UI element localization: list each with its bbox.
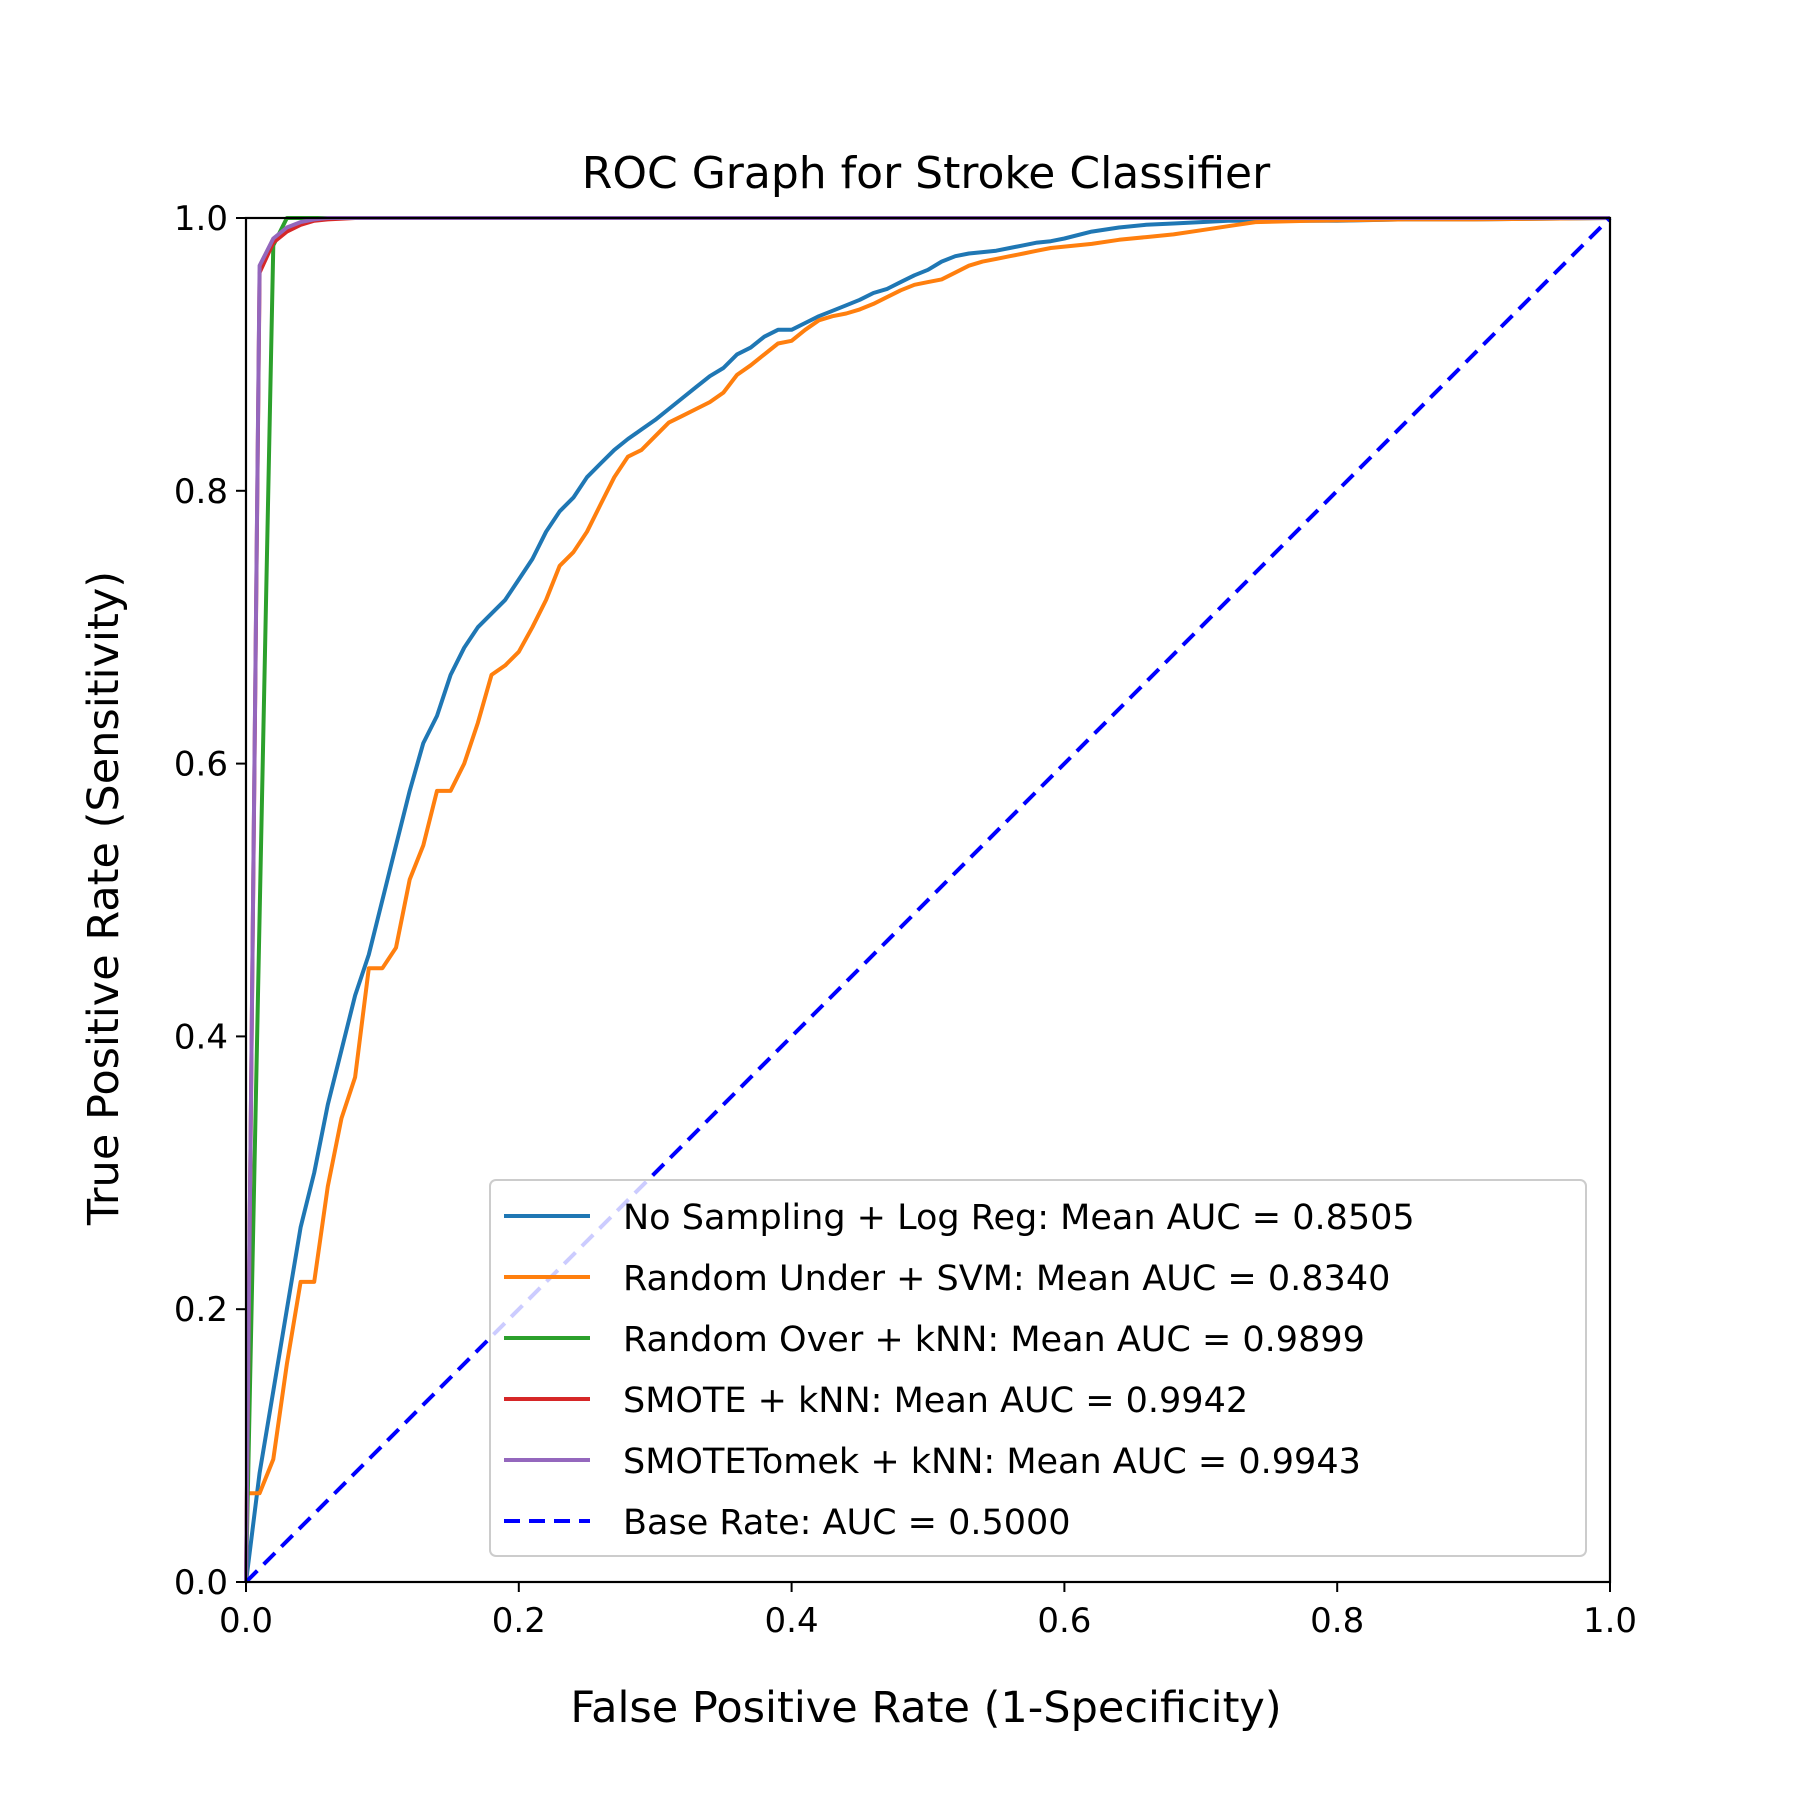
chart-title: ROC Graph for Stroke Classifier bbox=[582, 148, 1271, 199]
legend: No Sampling + Log Reg: Mean AUC = 0.8505… bbox=[489, 1179, 1587, 1557]
y-tick-label: 0.6 bbox=[174, 745, 228, 785]
legend-box bbox=[489, 1179, 1587, 1557]
legend-label: Base Rate: AUC = 0.5000 bbox=[623, 1503, 1071, 1543]
y-tick-label: 0.0 bbox=[174, 1563, 228, 1603]
series-line-1 bbox=[246, 216, 1611, 1496]
series-layer bbox=[244, 216, 1612, 1584]
y-tick-label: 0.8 bbox=[174, 472, 228, 512]
legend-label: Random Under + SVM: Mean AUC = 0.8340 bbox=[623, 1259, 1390, 1299]
series-line-5 bbox=[244, 216, 1612, 1584]
y-axis-label: True Positive Rate (Sensitivity) bbox=[79, 571, 129, 1226]
x-tick-label: 0.6 bbox=[1037, 1601, 1091, 1641]
plot-frame bbox=[244, 216, 1612, 1584]
legend-label: SMOTETomek + kNN: Mean AUC = 0.9943 bbox=[623, 1442, 1361, 1482]
x-tick-label: 1.0 bbox=[1583, 1601, 1637, 1641]
legend-label: No Sampling + Log Reg: Mean AUC = 0.8505 bbox=[623, 1198, 1415, 1238]
ticks-layer: 0.0 0.2 0.4 0.6 0.8 1.0 0.0 0.2 0.4 0.6 0.8 1.0 bbox=[174, 199, 1637, 1641]
x-axis-label: False Positive Rate (1-Specificity) bbox=[570, 1683, 1281, 1733]
y-tick-label: 1.0 bbox=[174, 199, 228, 239]
y-tick-label: 0.2 bbox=[174, 1290, 228, 1330]
y-tick-label: 0.4 bbox=[174, 1017, 228, 1057]
x-tick-label: 0.8 bbox=[1310, 1601, 1364, 1641]
x-tick-label: 0.2 bbox=[492, 1601, 546, 1641]
legend-label: Random Over + kNN: Mean AUC = 0.9899 bbox=[623, 1320, 1365, 1360]
series-line-0 bbox=[244, 216, 1611, 1583]
x-tick-label: 0.4 bbox=[765, 1601, 819, 1641]
legend-label: SMOTE + kNN: Mean AUC = 0.9942 bbox=[623, 1381, 1248, 1421]
x-tick-label: 0.0 bbox=[219, 1601, 273, 1641]
